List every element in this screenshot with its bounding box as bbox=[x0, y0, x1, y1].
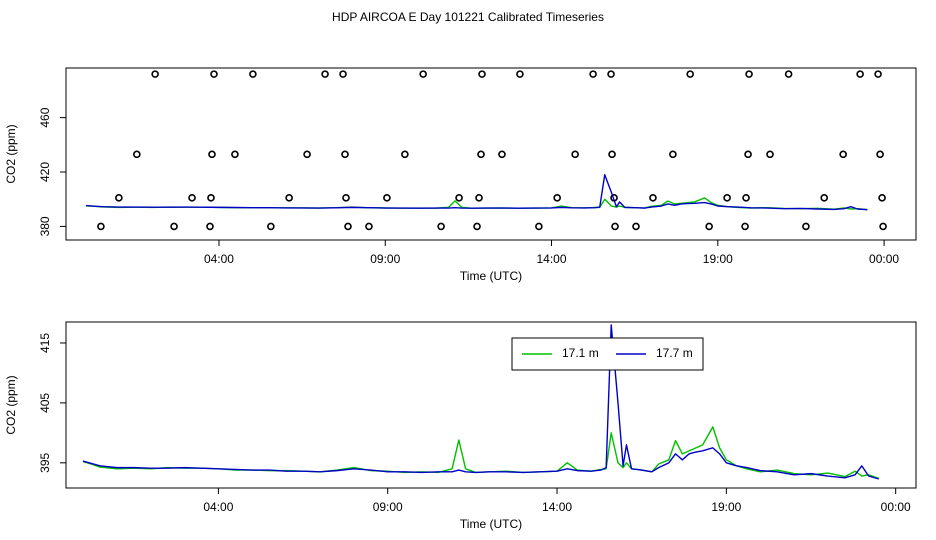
y-tick-label: 405 bbox=[38, 393, 52, 413]
calibration-point bbox=[571, 150, 579, 159]
page-title: HDP AIRCOA E Day 101221 Calibrated Times… bbox=[332, 10, 604, 24]
calibration-point bbox=[455, 194, 463, 202]
y-tick-label: 415 bbox=[38, 333, 52, 353]
legend-label: 17.7 m bbox=[656, 346, 693, 360]
x-tick-label: 14:00 bbox=[537, 252, 567, 266]
calibration-point bbox=[475, 194, 483, 202]
calibration-point bbox=[303, 150, 311, 159]
y-axis-label: CO2 (ppm) bbox=[4, 124, 18, 183]
calibration-point bbox=[745, 70, 753, 78]
calibration-point bbox=[608, 150, 616, 159]
calibration-point bbox=[589, 70, 597, 78]
legend-label: 17.1 m bbox=[562, 346, 599, 360]
calibration-point bbox=[206, 222, 214, 231]
series-line bbox=[82, 324, 879, 480]
calibration-point bbox=[365, 222, 373, 231]
calibration-point bbox=[649, 194, 657, 202]
calibration-point bbox=[285, 194, 293, 202]
calibration-point bbox=[498, 150, 506, 159]
calibration-point bbox=[188, 194, 196, 202]
calibration-point bbox=[516, 70, 524, 78]
calibration-point bbox=[342, 194, 350, 202]
plot-frame bbox=[65, 321, 917, 489]
calibration-point bbox=[611, 222, 619, 231]
y-tick-label: 380 bbox=[38, 216, 52, 236]
calibration-point bbox=[341, 150, 349, 159]
x-axis-label: Time (UTC) bbox=[460, 269, 522, 283]
calibration-point bbox=[744, 150, 752, 159]
calibration-point bbox=[856, 70, 864, 78]
calibration-point bbox=[874, 70, 882, 78]
calibration-point bbox=[231, 150, 239, 159]
calibration-point bbox=[632, 222, 640, 231]
calibration-point bbox=[553, 194, 561, 202]
y-tick-label: 420 bbox=[38, 162, 52, 182]
calibration-point bbox=[151, 70, 159, 78]
y-tick-label: 460 bbox=[38, 107, 52, 127]
x-tick-label: 00:00 bbox=[869, 252, 899, 266]
x-axis-label: Time (UTC) bbox=[460, 517, 522, 531]
calibration-point bbox=[607, 70, 615, 78]
y-tick-label: 395 bbox=[38, 452, 52, 472]
calibration-point bbox=[339, 70, 347, 78]
calibration-point bbox=[820, 194, 829, 202]
calibration-point bbox=[401, 150, 409, 159]
calibration-point bbox=[383, 194, 391, 202]
calibration-point bbox=[249, 70, 257, 78]
calibration-point bbox=[535, 222, 543, 231]
calibration-point bbox=[742, 194, 750, 202]
calibration-point bbox=[839, 150, 847, 159]
calibration-point bbox=[705, 222, 713, 231]
calibration-point bbox=[208, 150, 216, 159]
calibration-point bbox=[473, 222, 481, 231]
y-axis-label: CO2 (ppm) bbox=[4, 375, 18, 434]
calibration-point bbox=[878, 194, 886, 202]
calibration-point bbox=[210, 70, 218, 78]
x-tick-label: 14:00 bbox=[542, 500, 572, 514]
calibration-point bbox=[723, 194, 731, 202]
calibration-point bbox=[741, 222, 749, 231]
calibration-point bbox=[321, 70, 329, 78]
x-tick-label: 19:00 bbox=[703, 252, 733, 266]
calibration-point bbox=[170, 222, 178, 231]
x-tick-label: 09:00 bbox=[373, 500, 403, 514]
calibration-point bbox=[115, 194, 123, 202]
series-line bbox=[85, 174, 868, 211]
x-tick-label: 09:00 bbox=[370, 252, 400, 266]
calibration-point bbox=[437, 222, 445, 231]
calibration-point bbox=[133, 150, 141, 159]
x-tick-label: 04:00 bbox=[203, 500, 233, 514]
plot-frame bbox=[65, 67, 917, 241]
calibration-point bbox=[876, 150, 884, 159]
calibration-point bbox=[419, 70, 427, 78]
calibration-point bbox=[344, 222, 352, 231]
calibration-point bbox=[879, 222, 887, 231]
calibration-point bbox=[802, 222, 810, 231]
calibration-point bbox=[477, 150, 485, 159]
x-tick-label: 00:00 bbox=[881, 500, 911, 514]
calibration-point bbox=[478, 70, 486, 78]
calibration-point bbox=[784, 70, 793, 78]
x-tick-label: 19:00 bbox=[711, 500, 741, 514]
calibration-point bbox=[97, 222, 105, 231]
calibration-point bbox=[207, 194, 215, 202]
calibration-point bbox=[766, 150, 774, 159]
calibration-point bbox=[267, 222, 275, 231]
calibration-point bbox=[669, 150, 677, 159]
x-tick-label: 04:00 bbox=[204, 252, 234, 266]
calibration-point bbox=[686, 70, 694, 78]
